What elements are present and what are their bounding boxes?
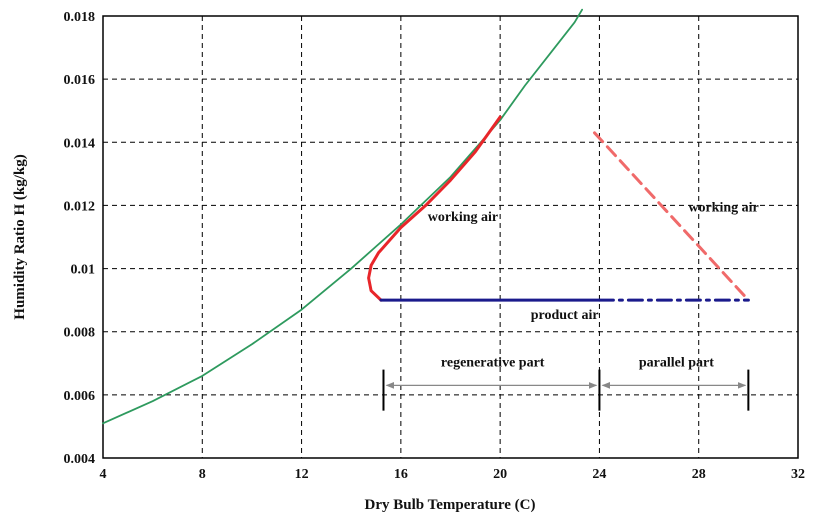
y-tick-label: 0.016	[64, 73, 96, 88]
y-tick-label: 0.004	[64, 452, 96, 467]
y-tick-label: 0.008	[64, 326, 96, 341]
x-tick-label: 4	[100, 467, 107, 482]
y-tick-label: 0.012	[64, 199, 96, 214]
saturation-line	[102, 8, 583, 425]
working-air-right-label: working air	[688, 201, 758, 216]
y-tick-label: 0.01	[71, 263, 96, 278]
annotations-group: working air working air product air regener…	[428, 201, 759, 371]
x-tick-label: 28	[692, 467, 706, 482]
product-air-label: product air	[531, 308, 599, 323]
y-axis-title: Humidity Ratio H (kg/kg)	[12, 154, 28, 319]
x-axis-title: Dry Bulb Temperature (C)	[365, 497, 536, 513]
x-tick-label: 20	[493, 467, 507, 482]
x-tick-label: 32	[791, 467, 805, 482]
parallel-working-line	[593, 131, 750, 302]
span-markers	[382, 369, 750, 411]
x-tick-label: 12	[295, 467, 309, 482]
y-tick-label: 0.006	[64, 389, 96, 404]
grid-lines	[103, 16, 798, 458]
x-tick-label: 16	[394, 467, 408, 482]
x-tick-label: 8	[199, 467, 206, 482]
regenerative-part-label: regenerative part	[441, 355, 545, 370]
x-tick-label: 24	[592, 467, 606, 482]
series-group	[102, 8, 750, 425]
working-air-left-label: working air	[428, 210, 498, 225]
y-tick-label: 0.014	[64, 136, 96, 151]
y-tick-label: 0.018	[64, 10, 96, 25]
y-tick-labels: 0.004 0.006 0.008 0.01 0.012 0.014 0.016 0.018	[64, 10, 96, 467]
x-tick-labels: 4 8 12 16 20 24 28 32	[100, 467, 806, 482]
parallel-part-label: parallel part	[639, 355, 714, 370]
regenerative-working-line	[367, 115, 502, 302]
plot-area	[102, 15, 799, 459]
